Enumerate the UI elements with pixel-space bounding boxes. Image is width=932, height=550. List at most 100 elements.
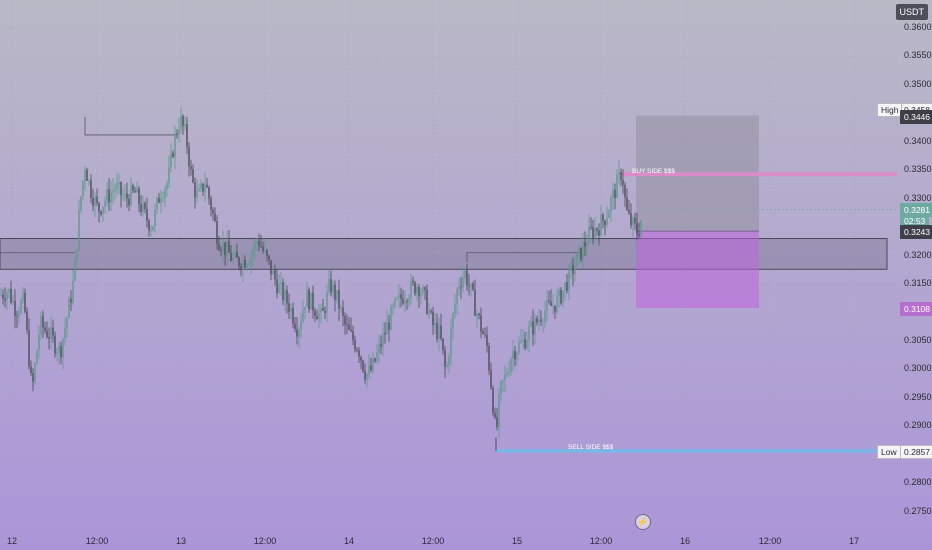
candle-body <box>544 310 546 322</box>
stop-box <box>636 231 759 308</box>
candle-body <box>322 307 324 311</box>
candle-body <box>54 335 56 354</box>
candle-body <box>152 226 154 231</box>
candle-body <box>454 303 456 314</box>
candle-body <box>164 188 166 199</box>
currency-badge[interactable]: USDT <box>895 4 928 20</box>
candle-body <box>484 333 486 335</box>
candle-body <box>360 356 362 361</box>
candle-body <box>578 247 580 254</box>
candle-body <box>190 166 192 170</box>
candle-body <box>628 209 630 214</box>
candle-body <box>402 298 404 304</box>
candle-body <box>40 315 42 335</box>
candle-body <box>130 185 132 206</box>
candle-body <box>388 322 390 330</box>
candle-body <box>260 245 262 247</box>
sell-side-line <box>496 448 897 453</box>
price-tag-value: 0.2857 <box>900 444 932 459</box>
candle-body <box>550 301 552 306</box>
candle-body <box>486 334 488 346</box>
candle-body <box>36 350 38 364</box>
price-tick-label: 0.3550 <box>904 50 932 61</box>
candle-body <box>600 214 602 236</box>
candle-body <box>248 264 250 265</box>
candle-body <box>112 190 114 193</box>
candle-body <box>504 374 506 381</box>
candle-body <box>52 327 54 336</box>
price-tag-value: 0.3446 <box>900 109 932 124</box>
candle-body <box>194 182 196 198</box>
candle-body <box>14 301 16 317</box>
candle-body <box>598 230 600 236</box>
candle-body <box>174 133 176 157</box>
lightning-icon[interactable]: ⚡ <box>635 514 651 530</box>
candle-body <box>414 282 416 294</box>
candle-body <box>362 360 364 371</box>
candle-body <box>182 116 184 126</box>
candle-body <box>310 292 312 310</box>
candle-body <box>378 343 380 353</box>
candle-body <box>98 202 100 212</box>
candle-body <box>446 365 448 367</box>
candle-body <box>506 374 508 376</box>
candle-body <box>42 315 44 328</box>
candle-body <box>264 250 266 251</box>
candle-body <box>568 268 570 291</box>
candle-body <box>34 363 36 382</box>
candle-body <box>144 203 146 210</box>
previous-high-line <box>84 116 175 136</box>
candle-body <box>538 319 540 323</box>
candle-body <box>534 318 536 335</box>
candle-body <box>10 289 12 303</box>
price-tick-label: 0.3050 <box>904 334 932 345</box>
candle-body <box>158 197 160 203</box>
time-tick-label: 12:00 <box>85 536 109 546</box>
candle-body <box>110 192 112 203</box>
candle-body <box>296 329 298 337</box>
candle-body <box>570 265 572 269</box>
candle-body <box>206 184 208 188</box>
candle-body <box>342 307 344 317</box>
candle-body <box>432 311 434 326</box>
price-tick-label: 0.3200 <box>904 249 932 260</box>
candle-body <box>124 193 126 196</box>
candle-body <box>244 259 246 268</box>
candle-body <box>60 345 62 358</box>
candle-body <box>392 306 394 307</box>
candle-body <box>290 307 292 312</box>
price-tick-label: 0.3150 <box>904 278 932 289</box>
candle-body <box>154 209 156 227</box>
candle-body <box>278 283 280 293</box>
candle-body <box>226 241 228 256</box>
candle-body <box>458 286 460 290</box>
candle-body <box>48 337 50 339</box>
time-tick-label: 13 <box>175 536 187 546</box>
price-tag-name: Low <box>877 444 901 459</box>
candle-body <box>404 301 406 304</box>
candle-body <box>562 290 564 304</box>
price-tag-name: High <box>877 102 903 117</box>
candle-body <box>352 331 354 341</box>
candle-body <box>492 387 494 414</box>
candle-body <box>218 243 220 250</box>
candle-body <box>354 340 356 350</box>
candle-body <box>172 152 174 157</box>
candle-body <box>236 252 238 258</box>
candle-body <box>338 290 340 309</box>
candle-body <box>180 116 182 130</box>
candle-body <box>556 296 558 312</box>
candle-body <box>106 189 108 202</box>
candle-body <box>608 211 610 219</box>
time-tick-label: 12:00 <box>589 536 613 546</box>
candle-body <box>46 330 48 338</box>
candle-body <box>576 253 578 267</box>
candle-body <box>596 228 598 231</box>
candle-body <box>242 259 244 271</box>
candle-body <box>344 316 346 325</box>
candle-body <box>460 286 462 288</box>
candle-body <box>12 301 14 303</box>
candle-body <box>150 230 152 232</box>
